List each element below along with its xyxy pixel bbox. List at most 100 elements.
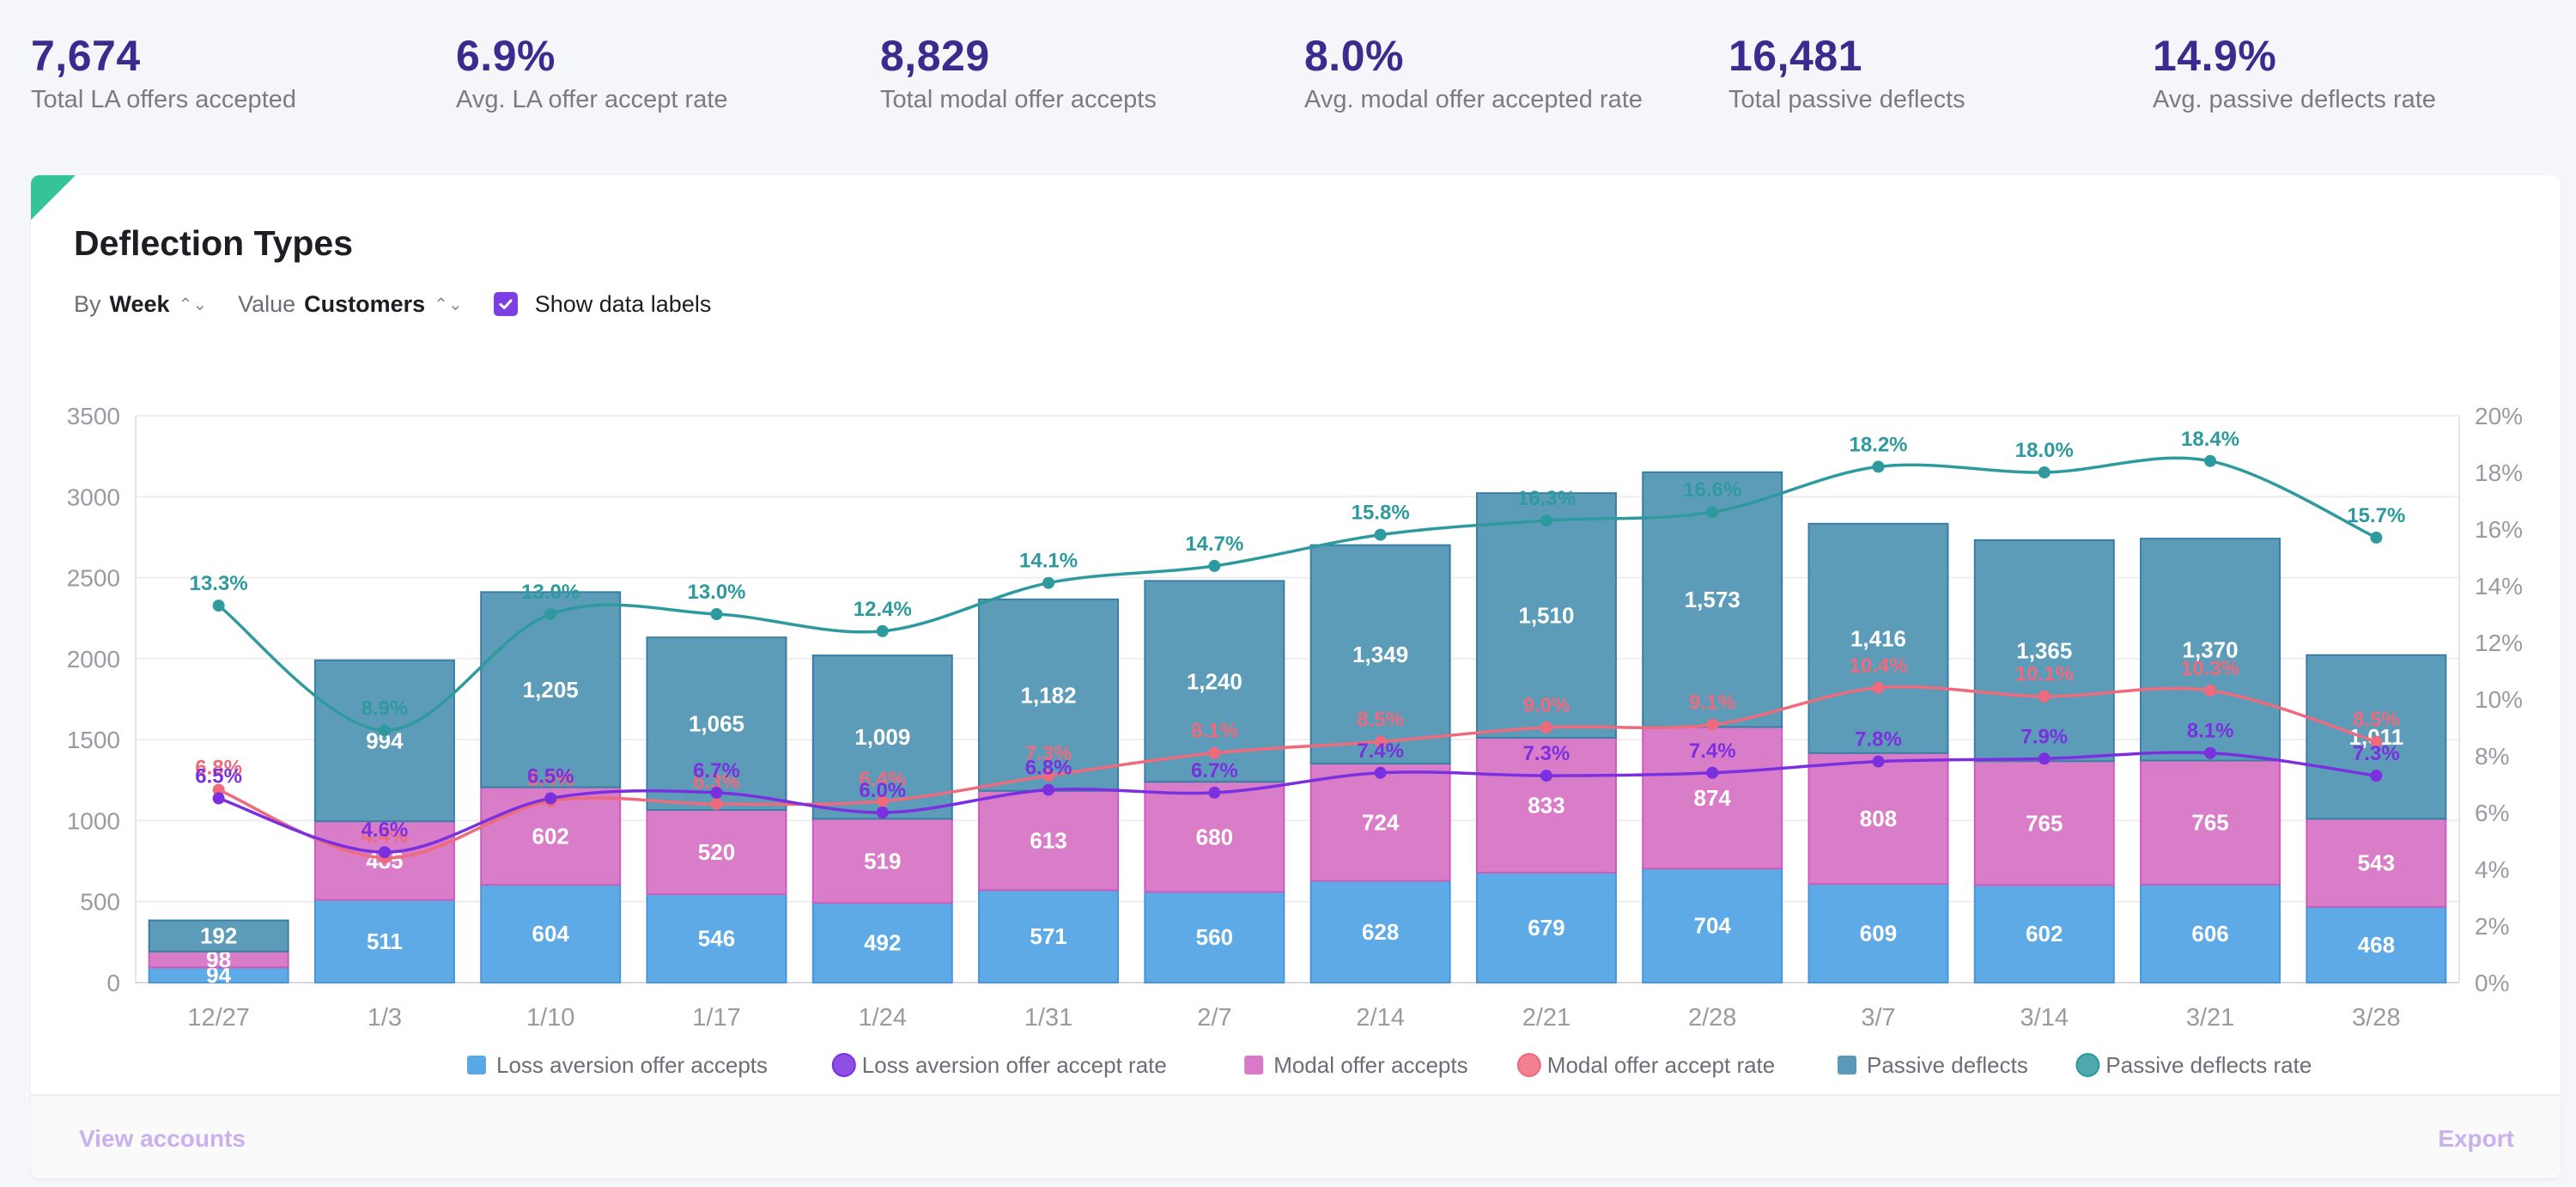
bar-data-label: 1,349 bbox=[1352, 642, 1408, 667]
la-rate-point bbox=[378, 846, 391, 859]
bar-data-label: 560 bbox=[1196, 924, 1233, 950]
modal-rate-point bbox=[2370, 735, 2383, 748]
modal-rate-point bbox=[1042, 770, 1055, 782]
modal-rate-data-label: 9.1% bbox=[1689, 691, 1736, 715]
legend-swatch bbox=[1838, 1056, 1856, 1074]
la-rate-point bbox=[1540, 770, 1552, 782]
x-tick-label: 1/17 bbox=[692, 1004, 740, 1032]
modal-bar bbox=[1973, 760, 2115, 886]
modal-bar bbox=[1807, 752, 1949, 886]
passive-rate-data-label: 14.1% bbox=[1019, 550, 1078, 573]
la-rate-data-label: 6.5% bbox=[195, 765, 242, 788]
modal-rate-data-label: 6.4% bbox=[527, 768, 574, 791]
kpi-label: Total LA offers accepted bbox=[31, 86, 297, 113]
kpi-modal-offer-accepts: 8,829 Total modal offer accepts bbox=[880, 29, 1157, 117]
bar-data-label: 511 bbox=[367, 928, 403, 954]
modal-rate-point bbox=[1374, 735, 1387, 748]
passive-rate-data-label: 18.4% bbox=[2181, 428, 2239, 451]
la-rate-point bbox=[212, 792, 225, 805]
y-left-tick-label: 500 bbox=[80, 889, 120, 916]
deflection-types-card: Deflection Types By Week ⌃⌄ Value Custom… bbox=[31, 175, 2561, 1178]
legend-swatch bbox=[1516, 1053, 1541, 1077]
bar-data-label: 192 bbox=[200, 923, 237, 949]
passive-rate-point bbox=[2204, 454, 2217, 467]
modal-rate-point bbox=[1540, 721, 1552, 734]
la-rate-data-label: 7.3% bbox=[1523, 742, 1571, 765]
passive-bar bbox=[978, 598, 1120, 792]
modal-rate-data-label: 10.1% bbox=[2015, 663, 2074, 686]
passive-rate-data-label: 13.0% bbox=[521, 581, 580, 604]
la-rate-data-label: 6.5% bbox=[527, 765, 574, 788]
y-right-tick-label: 8% bbox=[2475, 743, 2509, 770]
modal-bar bbox=[2306, 818, 2447, 908]
bar-data-label: 1,365 bbox=[2016, 638, 2072, 664]
bar-data-label: 704 bbox=[1694, 913, 1732, 939]
bar-data-label: 571 bbox=[1030, 923, 1066, 949]
bar-data-label: 613 bbox=[1030, 828, 1066, 854]
y-left-tick-label: 2500 bbox=[67, 565, 120, 592]
passive-rate-data-label: 18.2% bbox=[1849, 433, 1907, 456]
la-bar bbox=[1642, 867, 1783, 984]
view-accounts-link[interactable]: View accounts bbox=[79, 1125, 246, 1152]
la-rate-data-label: 7.4% bbox=[1689, 740, 1736, 763]
bar-data-label: 765 bbox=[2191, 810, 2228, 836]
la-bar bbox=[1807, 883, 1949, 983]
kpi-la-offers-accepted: 7,674 Total LA offers accepted bbox=[31, 29, 296, 117]
passive-rate-point bbox=[1042, 576, 1055, 589]
show-data-labels-checkbox[interactable] bbox=[493, 292, 518, 316]
chart-controls: By Week ⌃⌄ Value Customers ⌃⌄ Show data … bbox=[74, 283, 711, 325]
group-by-select[interactable]: Week bbox=[109, 290, 170, 317]
kpi-label: Avg. LA offer accept rate bbox=[456, 86, 728, 113]
bar-data-label: 543 bbox=[2358, 850, 2395, 876]
passive-rate-point bbox=[1540, 514, 1552, 527]
bar-data-label: 1,009 bbox=[854, 724, 910, 750]
x-tick-label: 2/14 bbox=[1356, 1004, 1404, 1032]
modal-bar bbox=[646, 808, 787, 896]
la-rate-data-label: 6.7% bbox=[1191, 759, 1238, 782]
bar-data-label: 1,205 bbox=[523, 677, 579, 703]
legend-swatch bbox=[467, 1056, 486, 1074]
passive-rate-point bbox=[1706, 506, 1719, 519]
y-left-tick-label: 0 bbox=[106, 970, 120, 996]
modal-rate-data-label: 6.4% bbox=[859, 768, 906, 791]
modal-rate-data-label: 6.8% bbox=[195, 757, 242, 780]
modal-rate-data-label: 4.4% bbox=[361, 825, 409, 848]
bar-data-label: 765 bbox=[2026, 810, 2063, 836]
x-tick-label: 3/21 bbox=[2186, 1004, 2234, 1032]
passive-rate-point bbox=[1208, 559, 1221, 572]
la-rate-data-label: 7.4% bbox=[1357, 740, 1404, 763]
passive-rate-data-label: 15.7% bbox=[2347, 504, 2405, 527]
kpi-modal-accepted-rate: 8.0% Avg. modal offer accepted rate bbox=[1304, 29, 1643, 117]
y-right-tick-label: 2% bbox=[2475, 913, 2509, 940]
la-bar bbox=[646, 893, 787, 983]
card-title: Deflection Types bbox=[74, 223, 354, 263]
show-data-labels-label: Show data labels bbox=[534, 290, 712, 317]
modal-rate-point bbox=[1706, 718, 1719, 731]
bar-data-label: 520 bbox=[698, 839, 735, 865]
x-tick-label: 2/28 bbox=[1688, 1004, 1736, 1032]
export-link[interactable]: Export bbox=[2438, 1125, 2514, 1152]
modal-rate-point bbox=[212, 783, 225, 796]
passive-rate-data-label: 16.6% bbox=[1683, 478, 1741, 502]
la-rate-point bbox=[2204, 746, 2217, 759]
value-select[interactable]: Customers bbox=[304, 290, 426, 317]
x-tick-label: 3/28 bbox=[2352, 1004, 2400, 1032]
x-tick-label: 2/7 bbox=[1197, 1004, 1231, 1032]
checkmark-icon bbox=[499, 299, 513, 309]
deflection-chart: 0 500 1000 1500 2000 2500 3000 3500 0% 2% 4% 6% 8% 10… bbox=[67, 403, 2523, 1078]
bar-data-label: 628 bbox=[1362, 919, 1399, 945]
kpi-value: 8,829 bbox=[880, 32, 990, 80]
modal-rate-data-label: 8.1% bbox=[1191, 720, 1238, 743]
modal-rate-data-label: 8.5% bbox=[1357, 709, 1404, 732]
passive-rate-point bbox=[2370, 531, 2383, 544]
chevron-up-down-icon[interactable]: ⌃⌄ bbox=[178, 295, 208, 314]
x-tick-label: 3/14 bbox=[2020, 1004, 2069, 1032]
x-tick-label: 1/10 bbox=[526, 1004, 574, 1032]
passive-bar bbox=[1309, 544, 1451, 765]
passive-bar bbox=[1475, 492, 1617, 739]
modal-rate-data-label: 8.5% bbox=[2353, 709, 2400, 732]
chevron-up-down-icon[interactable]: ⌃⌄ bbox=[434, 295, 463, 314]
y-left-tick-label: 1500 bbox=[67, 727, 120, 753]
kpi-la-accept-rate: 6.9% Avg. LA offer accept rate bbox=[456, 29, 728, 117]
bar-data-label: 604 bbox=[532, 921, 570, 947]
